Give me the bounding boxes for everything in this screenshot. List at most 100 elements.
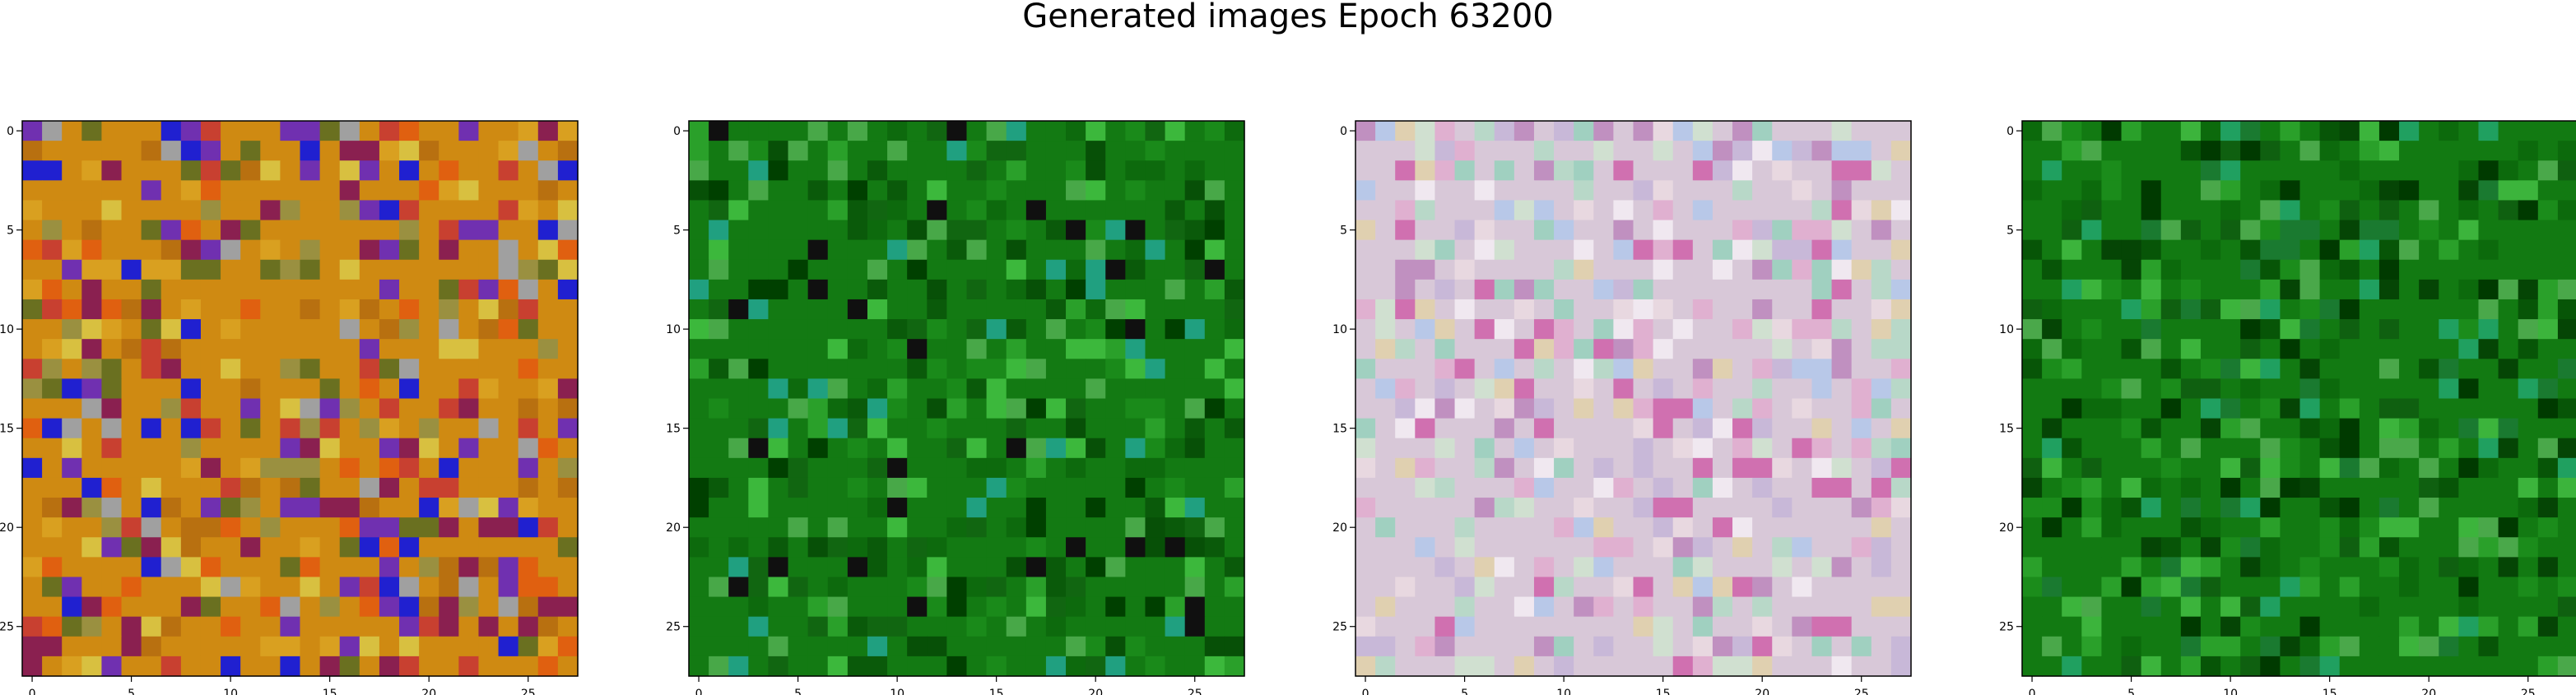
pixel [907,160,928,181]
pixel [160,200,182,221]
pixel [1752,557,1773,578]
pixel [927,378,947,400]
pixel [709,259,729,280]
pixel [478,517,500,538]
pixel [2081,398,2103,419]
pixel [498,299,519,320]
pixel [1672,180,1694,202]
pixel [2081,457,2103,479]
pixel [1355,616,1376,637]
pixel [1772,616,1793,637]
pixel [2260,259,2281,280]
pixel [1792,557,1813,578]
pixel [927,299,947,320]
pixel [260,438,281,459]
pixel [2062,160,2082,181]
pixel [2141,299,2162,320]
pixel [2339,279,2360,300]
pixel [2121,438,2142,459]
pixel [1732,418,1753,439]
pixel [1574,279,1594,300]
pixel [1474,457,1495,479]
pixel [1792,200,1813,221]
pixel [1086,477,1106,498]
pixel [2121,596,2142,618]
pixel [867,457,888,479]
pixel [1851,339,1872,359]
pixel [2378,517,2400,538]
pixel [160,537,182,558]
pixel [101,596,123,618]
pixel [1871,656,1892,677]
pixel [42,220,63,241]
pixel [1811,498,1833,518]
pixel [2537,180,2559,202]
pixel [1474,656,1495,677]
pixel [927,656,947,677]
pixel [478,498,500,518]
pixel [2220,239,2241,261]
pixel [1890,616,1912,637]
pixel [1871,239,1892,261]
pixel [1375,418,1396,439]
pixel [1871,220,1892,241]
pixel [1533,596,1555,618]
pixel [141,378,162,400]
pixel [2160,398,2182,419]
pixel [2260,537,2281,558]
pixel [1434,656,1456,677]
pixel [1204,636,1225,657]
pixel [1672,121,1694,141]
axes-frame [1355,120,1912,677]
pixel [1006,339,1027,359]
pixel [1752,596,1773,618]
pixel [1692,121,1713,141]
pixel [966,438,988,459]
pixel [121,616,142,637]
pixel [1105,616,1126,637]
pixel [1415,616,1436,637]
pixel [339,180,360,202]
pixel [557,636,579,657]
pixel [180,279,202,300]
pixel [2101,319,2123,340]
pixel [986,121,1007,141]
pixel [2319,656,2341,677]
pixel [2121,339,2142,359]
pixel [121,121,142,141]
pixel [42,121,63,141]
pixel [22,180,43,202]
pixel [2498,537,2519,558]
pixel [399,299,420,320]
pixel [1831,319,1853,340]
pixel [200,378,221,400]
pixel [1125,259,1146,280]
pixel [768,359,789,379]
pixel [300,557,321,578]
pixel [788,498,809,518]
pixel [2299,656,2321,677]
pixel [42,319,63,340]
pixel [1554,239,1574,261]
pixel [1165,498,1186,518]
pixel [1224,160,1245,181]
pixel [1184,577,1206,598]
pixel [200,319,221,340]
pixel [240,656,261,677]
pixel [907,616,928,637]
pixel [847,378,868,400]
pixel [1184,121,1206,141]
pixel [280,636,301,657]
pixel [2141,141,2162,161]
pixel [1494,457,1515,479]
pixel [2200,457,2221,479]
pixel [399,477,420,498]
pixel [1066,359,1086,379]
pixel [2299,200,2321,221]
pixel [1554,457,1574,479]
pixel [2062,438,2082,459]
pixel [518,239,539,261]
pixel [260,636,281,657]
pixel [1204,616,1225,637]
